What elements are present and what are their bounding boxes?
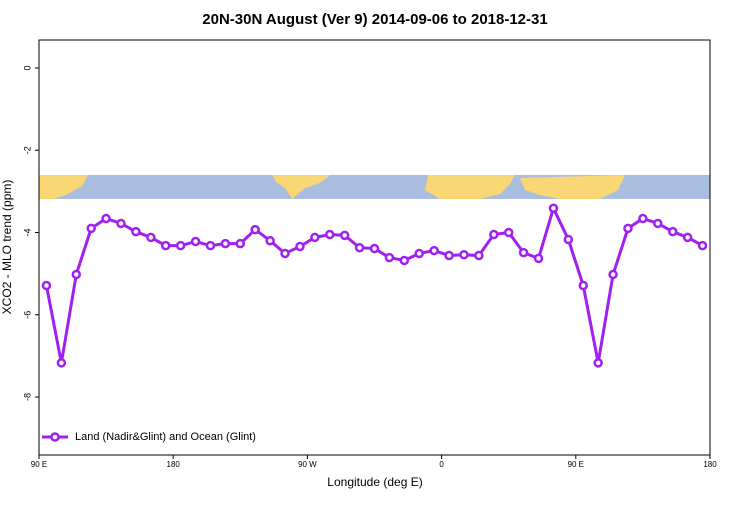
point [190,236,201,247]
point [205,240,216,251]
y-axis-label: XCO2 - MLO trend (ppm) [0,180,14,315]
x-tick-label: 0 [439,460,444,469]
point [235,238,246,249]
map-strip [39,175,710,199]
land [425,175,515,199]
point [175,240,186,251]
point [369,243,380,254]
point [667,226,678,237]
point [697,240,708,251]
point [429,245,439,256]
point [533,253,544,264]
point [638,213,648,224]
point [459,249,469,260]
chart-title: 20N-30N August (Ver 9) 2014-09-06 to 201… [202,11,547,28]
plot-frame [38,39,711,456]
point [503,227,514,238]
point [325,229,335,240]
x-tick-label: 180 [703,460,717,469]
point [474,250,484,261]
series-line [44,204,704,364]
x-tick-label: 90 W [298,460,317,469]
point [518,247,529,258]
x-tick-label: 180 [167,460,181,469]
y-tick-label: -4 [22,228,32,236]
point [593,358,603,368]
point [384,252,395,263]
point [414,248,424,259]
point [280,248,290,259]
point [339,230,350,241]
point [444,250,454,261]
point [354,242,365,253]
land [520,175,625,199]
legend-marker [50,432,60,442]
land [39,175,88,199]
point [578,280,589,291]
point [220,238,231,249]
point [86,223,96,234]
y-tick-label: 0 [22,65,32,70]
point [41,280,52,291]
point [310,232,320,243]
y-tick-label: -2 [22,146,32,154]
point [623,223,633,234]
x-tick-label: 90 E [31,460,47,469]
point [265,235,275,246]
point [489,229,499,240]
point [682,232,693,243]
point [250,224,260,235]
point [131,226,141,237]
legend-label: Land (Nadir&Glint) and Ocean (Glint) [75,431,256,443]
point [56,358,67,368]
point [295,241,305,252]
x-axis-label: Longitude (deg E) [327,475,422,489]
point [146,232,156,243]
point [71,269,82,280]
point [608,269,618,280]
y-tick-label: -6 [22,311,32,319]
point [116,218,126,229]
x-tick-label: 90 E [568,460,584,469]
point [548,203,559,213]
point [399,255,410,266]
land [272,175,330,199]
point [653,218,663,229]
y-tick-label: -8 [22,393,32,401]
point [563,234,574,245]
point [101,213,111,224]
point [160,240,171,251]
